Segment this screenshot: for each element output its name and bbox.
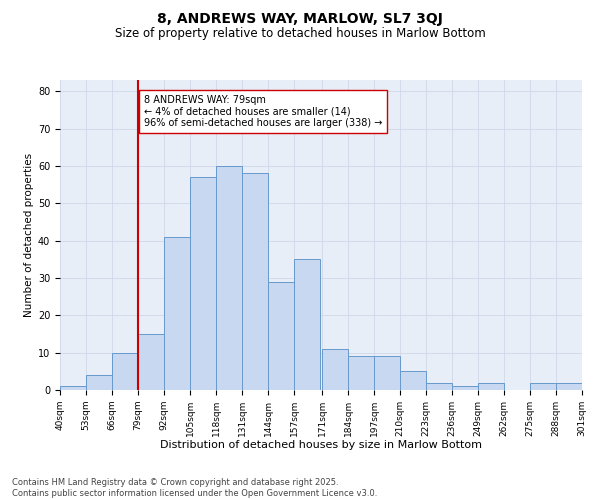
Bar — [426, 382, 452, 390]
Bar — [400, 372, 426, 390]
Bar — [478, 382, 504, 390]
Bar — [556, 382, 582, 390]
Bar — [112, 352, 138, 390]
Text: 8 ANDREWS WAY: 79sqm
← 4% of detached houses are smaller (14)
96% of semi-detach: 8 ANDREWS WAY: 79sqm ← 4% of detached ho… — [144, 95, 382, 128]
Bar — [374, 356, 400, 390]
X-axis label: Distribution of detached houses by size in Marlow Bottom: Distribution of detached houses by size … — [160, 440, 482, 450]
Bar — [86, 375, 112, 390]
Bar — [164, 237, 190, 390]
Bar — [294, 260, 320, 390]
Bar — [530, 382, 556, 390]
Bar — [348, 356, 374, 390]
Bar — [452, 386, 478, 390]
Bar — [190, 177, 216, 390]
Text: Contains HM Land Registry data © Crown copyright and database right 2025.
Contai: Contains HM Land Registry data © Crown c… — [12, 478, 377, 498]
Text: Size of property relative to detached houses in Marlow Bottom: Size of property relative to detached ho… — [115, 28, 485, 40]
Text: 8, ANDREWS WAY, MARLOW, SL7 3QJ: 8, ANDREWS WAY, MARLOW, SL7 3QJ — [157, 12, 443, 26]
Bar — [138, 334, 164, 390]
Bar — [322, 349, 348, 390]
Bar — [242, 174, 268, 390]
Y-axis label: Number of detached properties: Number of detached properties — [24, 153, 34, 317]
Bar — [60, 386, 86, 390]
Bar — [216, 166, 242, 390]
Bar — [268, 282, 294, 390]
